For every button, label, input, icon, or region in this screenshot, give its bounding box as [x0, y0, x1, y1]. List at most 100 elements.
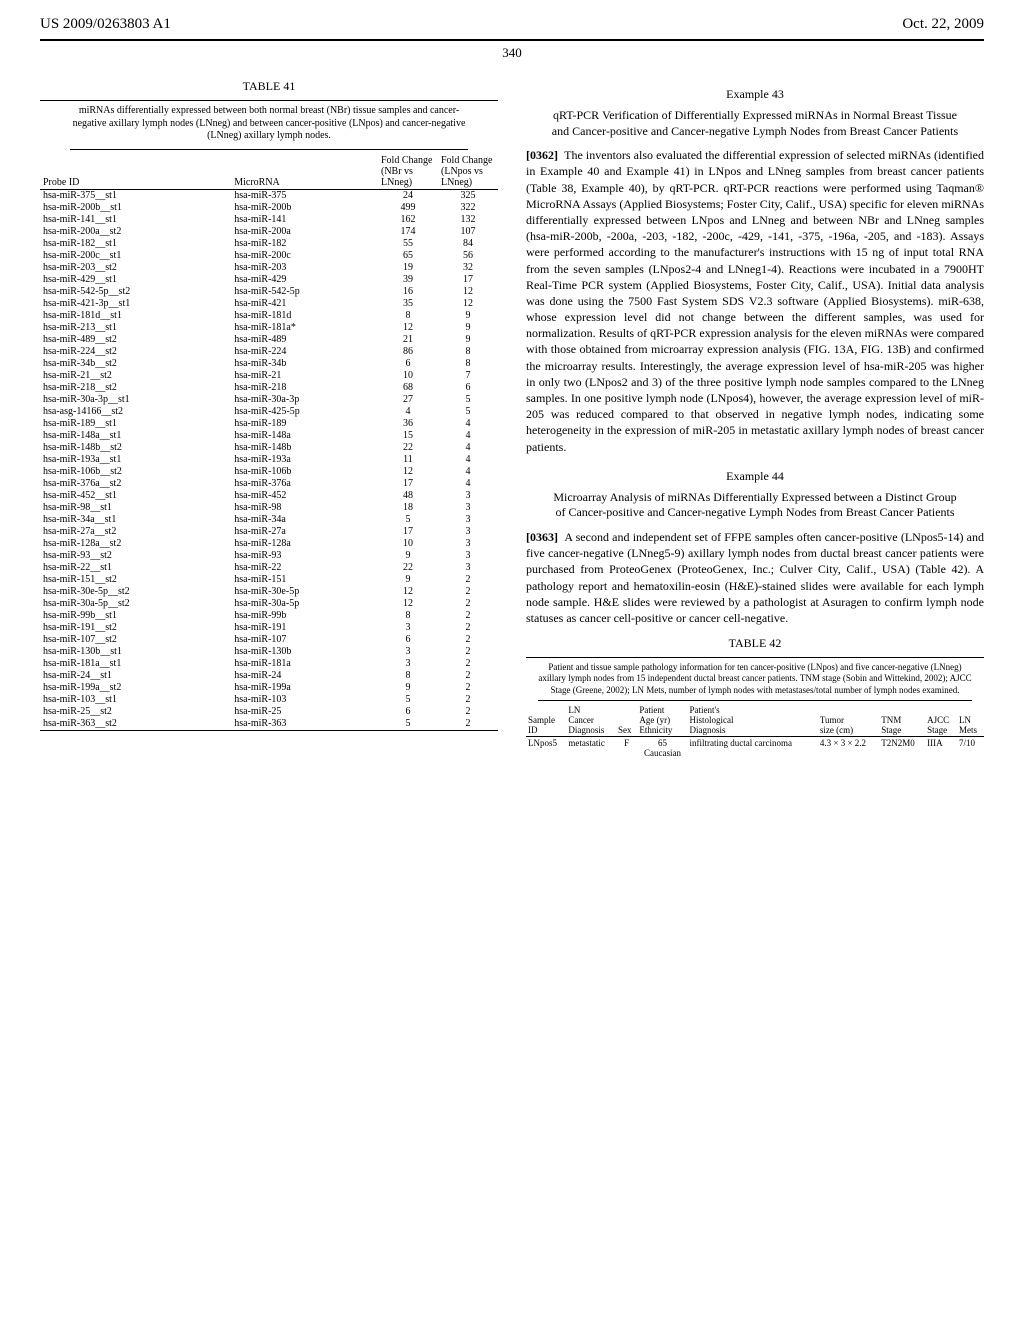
t41-cell: 16: [378, 286, 438, 298]
t42-age: 65: [658, 738, 667, 748]
table-row: hsa-miR-181d__st1hsa-miR-181d89: [40, 310, 498, 322]
t41-cell: hsa-miR-376a: [231, 478, 378, 490]
table-row: hsa-miR-22__st1hsa-miR-22223: [40, 562, 498, 574]
t41-cell: 4: [438, 466, 498, 478]
t42-cell: LNpos5: [526, 736, 566, 759]
t41-cell: 5: [378, 694, 438, 706]
t41-cell: hsa-miR-34a__st1: [40, 514, 231, 526]
t41-cell: hsa-miR-25__st2: [40, 706, 231, 718]
t41-cell: 4: [438, 442, 498, 454]
t41-cell: hsa-miR-189: [231, 418, 378, 430]
t41-cell: 2: [438, 598, 498, 610]
table-row: hsa-asg-14166__st2hsa-miR-425-5p45: [40, 406, 498, 418]
t41-cell: hsa-miR-199a: [231, 682, 378, 694]
t41-cell: hsa-miR-189__st1: [40, 418, 231, 430]
t41-cell: 6: [438, 382, 498, 394]
t41-cell: 5: [438, 406, 498, 418]
t42-col-3: PatientAge (yr)Ethnicity: [637, 704, 687, 737]
t41-cell: hsa-miR-200a__st2: [40, 226, 231, 238]
t41-col-probe: Probe ID: [40, 154, 231, 190]
t41-cell: hsa-miR-130b__st1: [40, 646, 231, 658]
t42-cell: IIIA: [925, 736, 957, 759]
t41-cell: 132: [438, 214, 498, 226]
t41-cell: 3: [438, 538, 498, 550]
t41-cell: 3: [438, 550, 498, 562]
t42-cell: 4.3 × 3 × 2.2: [818, 736, 879, 759]
example44-num: Example 44: [526, 469, 984, 484]
t41-cell: hsa-miR-98__st1: [40, 502, 231, 514]
t41-cell: hsa-miR-99b: [231, 610, 378, 622]
t41-cell: 68: [378, 382, 438, 394]
left-column: TABLE 41 miRNAs differentially expressed…: [40, 73, 498, 759]
t41-cell: 3: [438, 514, 498, 526]
table42: SampleID LNCancerDiagnosis Sex PatientAg…: [526, 704, 984, 759]
t42-cell: 7/10: [957, 736, 984, 759]
t41-cell: 17: [438, 274, 498, 286]
t41-cell: 2: [438, 646, 498, 658]
table-row: hsa-miR-99b__st1hsa-miR-99b82: [40, 610, 498, 622]
t41-cell: 6: [378, 634, 438, 646]
t41-col-mirna: MicroRNA: [231, 154, 378, 190]
table41-caption: miRNAs differentially expressed between …: [40, 100, 498, 143]
t41-cell: hsa-miR-148a__st1: [40, 430, 231, 442]
table-row: hsa-miR-193a__st1hsa-miR-193a114: [40, 454, 498, 466]
t41-cell: 2: [438, 718, 498, 731]
t41-cell: 3: [378, 658, 438, 670]
t41-cell: 4: [438, 430, 498, 442]
table-row: hsa-miR-189__st1hsa-miR-189364: [40, 418, 498, 430]
t42-col-8: LNMets: [957, 704, 984, 737]
table-row: hsa-miR-93__st2hsa-miR-9393: [40, 550, 498, 562]
t41-cell: hsa-miR-200b__st1: [40, 202, 231, 214]
table-row: hsa-miR-224__st2hsa-miR-224868: [40, 346, 498, 358]
table-row: hsa-miR-141__st1hsa-miR-141162132: [40, 214, 498, 226]
example43-body: [0362] The inventors also evaluated the …: [526, 147, 984, 455]
table-row: hsa-miR-34b__st2hsa-miR-34b68: [40, 358, 498, 370]
t41-cell: 3: [378, 646, 438, 658]
t41-cell: 4: [438, 454, 498, 466]
t41-cell: hsa-miR-193a: [231, 454, 378, 466]
t41-cell: 9: [438, 310, 498, 322]
t41-cell: 48: [378, 490, 438, 502]
t41-cell: 84: [438, 238, 498, 250]
table42-caption: Patient and tissue sample pathology info…: [526, 657, 984, 700]
t41-cell: 8: [438, 346, 498, 358]
t41-cell: 17: [378, 478, 438, 490]
t41-cell: 56: [438, 250, 498, 262]
table-row: hsa-miR-182__st1hsa-miR-1825584: [40, 238, 498, 250]
t41-cell: 12: [438, 286, 498, 298]
table-row: hsa-miR-218__st2hsa-miR-218686: [40, 382, 498, 394]
t41-cell: hsa-miR-421-3p__st1: [40, 298, 231, 310]
t41-cell: hsa-miR-200b: [231, 202, 378, 214]
t41-cell: 6: [378, 706, 438, 718]
t41-cell: hsa-miR-141: [231, 214, 378, 226]
t41-cell: hsa-miR-429: [231, 274, 378, 286]
t41-cell: hsa-miR-489: [231, 334, 378, 346]
t41-cell: 86: [378, 346, 438, 358]
t41-cell: 2: [438, 622, 498, 634]
t41-cell: 8: [378, 670, 438, 682]
example43-num: Example 43: [526, 87, 984, 102]
table-row: hsa-miR-130b__st1hsa-miR-130b32: [40, 646, 498, 658]
table-row: hsa-miR-27a__st2hsa-miR-27a173: [40, 526, 498, 538]
t41-cell: 18: [378, 502, 438, 514]
t41-cell: 10: [378, 370, 438, 382]
t42-col-5: Tumorsize (cm): [818, 704, 879, 737]
t41-cell: 4: [438, 478, 498, 490]
t41-cell: hsa-miR-224__st2: [40, 346, 231, 358]
t41-cell: hsa-miR-30e-5p__st2: [40, 586, 231, 598]
t41-cell: 12: [378, 466, 438, 478]
t41-cell: hsa-miR-429__st1: [40, 274, 231, 286]
t41-cell: 35: [378, 298, 438, 310]
t41-cell: 3: [438, 502, 498, 514]
t41-cell: hsa-miR-375__st1: [40, 189, 231, 202]
t42-col-1: LNCancerDiagnosis: [566, 704, 616, 737]
t42-col-2: Sex: [616, 704, 637, 737]
t41-cell: 162: [378, 214, 438, 226]
table-row: hsa-miR-203__st2hsa-miR-2031932: [40, 262, 498, 274]
t41-cell: hsa-miR-218__st2: [40, 382, 231, 394]
t41-cell: hsa-miR-30a-3p: [231, 394, 378, 406]
t41-cell: hsa-miR-200a: [231, 226, 378, 238]
table-row: hsa-miR-200a__st2hsa-miR-200a174107: [40, 226, 498, 238]
table-row: hsa-miR-363__st2hsa-miR-36352: [40, 718, 498, 731]
t41-cell: 36: [378, 418, 438, 430]
